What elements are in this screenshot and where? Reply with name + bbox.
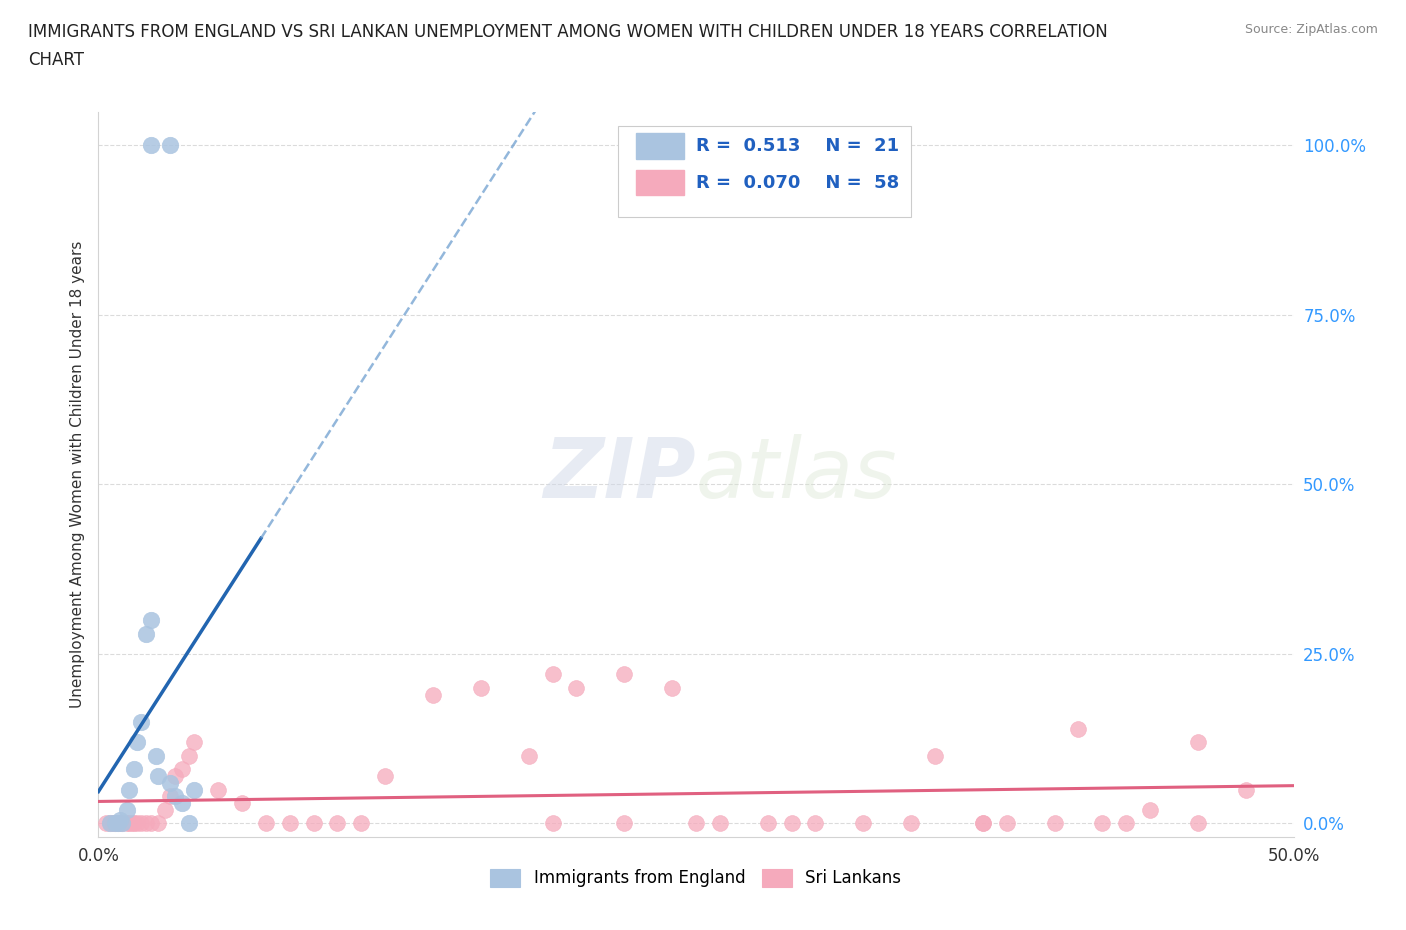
Point — [326, 816, 349, 830]
Point — [111, 816, 134, 830]
Point — [125, 735, 148, 750]
Point — [118, 816, 141, 830]
Point — [995, 816, 1018, 830]
Point — [104, 816, 127, 830]
Point — [115, 816, 138, 830]
Point — [118, 782, 141, 797]
Point — [148, 816, 170, 830]
Point — [613, 667, 636, 682]
Point — [159, 138, 181, 153]
Point — [125, 816, 148, 830]
Point — [172, 762, 194, 777]
Point — [780, 816, 803, 830]
Text: R =  0.070    N =  58: R = 0.070 N = 58 — [696, 174, 900, 192]
Point — [972, 816, 994, 830]
Text: CHART: CHART — [28, 51, 84, 69]
Point — [139, 613, 162, 628]
Point — [121, 816, 143, 830]
Point — [1187, 735, 1209, 750]
Point — [685, 816, 707, 830]
Point — [163, 789, 186, 804]
Point — [207, 782, 229, 797]
Text: IMMIGRANTS FROM ENGLAND VS SRI LANKAN UNEMPLOYMENT AMONG WOMEN WITH CHILDREN UND: IMMIGRANTS FROM ENGLAND VS SRI LANKAN UN… — [28, 23, 1108, 41]
Legend: Immigrants from England, Sri Lankans: Immigrants from England, Sri Lankans — [484, 862, 908, 894]
Point — [924, 749, 946, 764]
Point — [159, 776, 181, 790]
FancyBboxPatch shape — [637, 133, 685, 159]
Text: R =  0.513    N =  21: R = 0.513 N = 21 — [696, 137, 898, 154]
Point — [135, 626, 157, 641]
Point — [139, 138, 162, 153]
Point — [115, 803, 138, 817]
Point — [1091, 816, 1114, 830]
Point — [231, 796, 253, 811]
Point — [163, 768, 186, 783]
Point — [1187, 816, 1209, 830]
Point — [541, 667, 564, 682]
Point — [254, 816, 277, 830]
FancyBboxPatch shape — [637, 169, 685, 195]
Point — [1139, 803, 1161, 817]
Point — [350, 816, 373, 830]
Point — [541, 816, 564, 830]
Point — [107, 816, 129, 830]
Point — [148, 768, 170, 783]
Point — [804, 816, 827, 830]
Text: Source: ZipAtlas.com: Source: ZipAtlas.com — [1244, 23, 1378, 36]
Point — [108, 816, 131, 830]
Point — [900, 816, 922, 830]
Point — [155, 803, 177, 817]
Point — [709, 816, 731, 830]
Point — [1043, 816, 1066, 830]
Point — [145, 749, 167, 764]
Point — [470, 681, 492, 696]
FancyBboxPatch shape — [619, 126, 911, 217]
Point — [661, 681, 683, 696]
Point — [183, 735, 205, 750]
Point — [183, 782, 205, 797]
Point — [374, 768, 396, 783]
Point — [302, 816, 325, 830]
Text: ZIP: ZIP — [543, 433, 696, 515]
Point — [139, 816, 162, 830]
Point — [1234, 782, 1257, 797]
Point — [107, 816, 129, 830]
Point — [94, 816, 117, 830]
Text: atlas: atlas — [696, 433, 897, 515]
Point — [111, 816, 134, 830]
Point — [101, 816, 124, 830]
Point — [131, 816, 153, 830]
Point — [179, 749, 201, 764]
Point — [1067, 721, 1090, 736]
Point — [131, 714, 153, 729]
Point — [98, 816, 122, 830]
Point — [278, 816, 301, 830]
Point — [124, 816, 146, 830]
Point — [98, 816, 122, 830]
Point — [135, 816, 157, 830]
Point — [517, 749, 540, 764]
Point — [1115, 816, 1137, 830]
Point — [613, 816, 636, 830]
Point — [565, 681, 588, 696]
Point — [852, 816, 875, 830]
Point — [422, 687, 444, 702]
Point — [172, 796, 194, 811]
Point — [972, 816, 994, 830]
Point — [124, 762, 146, 777]
Y-axis label: Unemployment Among Women with Children Under 18 years: Unemployment Among Women with Children U… — [69, 241, 84, 708]
Point — [104, 816, 127, 830]
Point — [179, 816, 201, 830]
Point — [159, 789, 181, 804]
Point — [756, 816, 779, 830]
Point — [108, 813, 131, 828]
